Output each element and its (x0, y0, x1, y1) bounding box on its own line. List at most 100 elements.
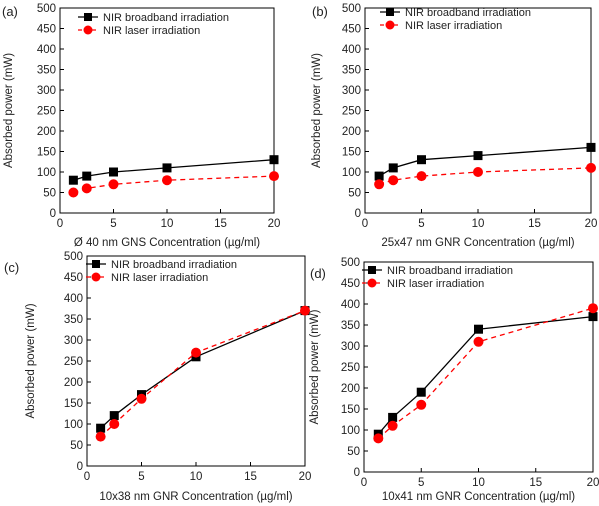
plot-frame (364, 7, 592, 214)
data-point-laser (136, 393, 147, 404)
y-tick-label: 500 (37, 3, 56, 15)
data-point-laser (586, 162, 596, 173)
y-tick-label: 250 (64, 356, 83, 368)
y-tick-label: 50 (347, 446, 360, 458)
x-tick-label: 0 (84, 471, 90, 483)
legend-marker-square (368, 266, 376, 274)
data-point-laser (191, 347, 201, 358)
x-tick-label: 15 (214, 218, 227, 230)
data-point-laser (68, 187, 79, 198)
x-tick-label: 10 (161, 218, 174, 230)
y-axis-title: Absorbed power (mW) (311, 53, 323, 168)
y-tick-label: 100 (342, 167, 361, 179)
plot-frame (363, 261, 594, 473)
chart-panel-b: (b) 0 50 100 150 200 250 300 350 400 450 500 0 5 10 15 2… (311, 3, 597, 249)
panel-label: (c) (4, 260, 19, 275)
y-tick-label: 300 (341, 341, 360, 353)
series-line-broadband (100, 310, 306, 429)
y-tick-label: 50 (348, 188, 361, 200)
chart-panel-d: (d) 0 50 100 150 200 250 300 350 400 450 500 0 5 10 15 2… (309, 257, 599, 503)
y-tick-label: 450 (342, 24, 361, 36)
panel-label: (a) (2, 4, 18, 19)
y-tick-label: 450 (64, 272, 83, 284)
y-axis-title: Absorbed power (mW) (25, 303, 37, 418)
x-axis-title: 10x41 nm GNR Concentration (µg/ml) (382, 491, 575, 503)
data-point-laser (588, 303, 598, 314)
data-point-broadband (82, 171, 92, 181)
data-point-broadband (68, 175, 78, 185)
y-tick-label: 150 (37, 147, 56, 159)
y-tick-label: 200 (341, 383, 360, 395)
y-tick-label: 300 (37, 85, 56, 97)
data-point-laser (387, 420, 398, 431)
x-tick-label: 10 (190, 471, 203, 483)
y-tick-label: 200 (64, 377, 83, 389)
y-tick-label: 400 (64, 293, 83, 305)
y-tick-label: 450 (37, 24, 56, 36)
x-tick-label: 10 (472, 218, 485, 230)
data-point-broadband (388, 412, 398, 422)
y-tick-label: 450 (341, 278, 360, 290)
y-tick-label: 500 (342, 3, 361, 15)
legend-entry: NIR laser irradiation (387, 278, 484, 290)
x-tick-label: 10 (472, 477, 485, 489)
y-tick-label: 500 (64, 251, 83, 263)
data-point-laser (269, 171, 279, 182)
legend-marker-circle (367, 278, 377, 288)
y-tick-label: 350 (342, 65, 361, 77)
data-point-broadband (416, 387, 426, 397)
x-tick-label: 5 (110, 218, 116, 230)
y-tick-label: 0 (354, 467, 360, 479)
y-tick-label: 100 (64, 419, 83, 431)
series-line-laser (100, 309, 306, 438)
x-tick-label: 15 (529, 477, 542, 489)
x-tick-label: 20 (585, 218, 598, 230)
y-tick-label: 200 (342, 126, 361, 138)
data-point-laser (81, 183, 92, 194)
x-tick-label: 0 (57, 218, 63, 230)
y-tick-label: 50 (43, 188, 56, 200)
legend-entry: NIR broadband irradiation (387, 265, 513, 277)
legend-marker-square (84, 13, 92, 21)
legend-entry: NIR broadband irradiation (405, 7, 531, 19)
legend-marker-square (386, 8, 394, 16)
data-point-laser (473, 336, 484, 347)
y-tick-label: 400 (342, 44, 361, 56)
data-point-broadband (109, 167, 118, 177)
y-tick-label: 350 (64, 314, 83, 326)
y-tick-label: 100 (37, 167, 56, 179)
y-tick-label: 300 (64, 335, 83, 347)
y-tick-label: 150 (342, 147, 361, 159)
x-tick-label: 15 (244, 471, 257, 483)
panel-label: (d) (310, 266, 326, 281)
data-point-laser (300, 305, 310, 316)
legend-entry: NIR broadband irradiation (103, 12, 229, 24)
data-point-broadband (474, 324, 483, 334)
data-point-broadband (374, 171, 384, 181)
legend-marker-square (92, 260, 100, 268)
y-tick-label: 300 (342, 85, 361, 97)
series-line-laser (73, 175, 275, 194)
legend-entry: NIR laser irradiation (111, 272, 208, 284)
legend-entry: NIR broadband irradiation (111, 259, 237, 271)
data-point-broadband (109, 411, 119, 421)
chart-panel-a: (a) 0 50 100 150 200 250 300 350 400 450 500 0 5 10 15 2… (2, 3, 280, 249)
x-axis-title: 10x38 nm GNR Concentration (µg/ml) (99, 491, 292, 503)
y-tick-label: 0 (50, 208, 56, 220)
series-line-broadband (378, 146, 592, 177)
x-tick-label: 20 (299, 471, 312, 483)
x-tick-label: 5 (138, 471, 144, 483)
data-point-laser (108, 179, 119, 190)
y-tick-label: 350 (341, 320, 360, 332)
x-axis-title: Ø 40 nm GNS Concentration (µg/ml) (74, 237, 260, 249)
data-point-laser (473, 167, 483, 177)
y-tick-label: 500 (341, 257, 360, 269)
series-line-laser (378, 167, 592, 185)
data-point-broadband (96, 423, 106, 433)
data-point-laser (373, 433, 384, 444)
